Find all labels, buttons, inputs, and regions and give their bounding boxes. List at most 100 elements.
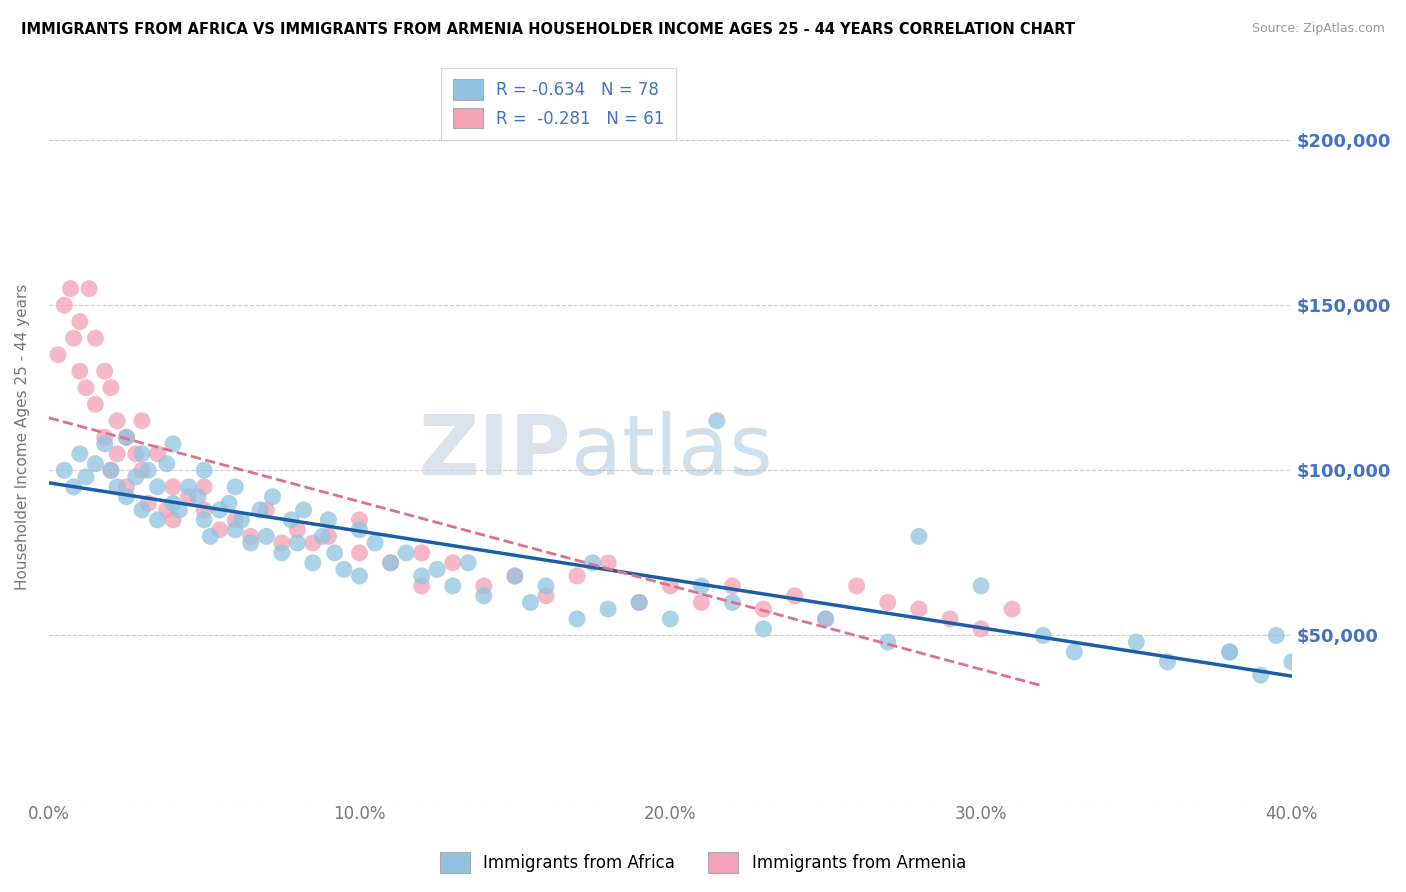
Point	[193, 503, 215, 517]
Point	[752, 622, 775, 636]
Y-axis label: Householder Income Ages 25 - 44 years: Householder Income Ages 25 - 44 years	[15, 284, 30, 591]
Text: IMMIGRANTS FROM AFRICA VS IMMIGRANTS FROM ARMENIA HOUSEHOLDER INCOME AGES 25 - 4: IMMIGRANTS FROM AFRICA VS IMMIGRANTS FRO…	[21, 22, 1076, 37]
Point	[939, 612, 962, 626]
Point	[628, 595, 651, 609]
Point	[162, 480, 184, 494]
Point	[441, 556, 464, 570]
Point	[598, 556, 620, 570]
Point	[285, 523, 308, 537]
Point	[411, 546, 433, 560]
Point	[193, 463, 215, 477]
Point	[659, 579, 682, 593]
Point	[519, 595, 541, 609]
Point	[876, 595, 898, 609]
Point	[115, 430, 138, 444]
Point	[249, 503, 271, 517]
Point	[208, 523, 231, 537]
Point	[239, 536, 262, 550]
Point	[146, 513, 169, 527]
Point	[426, 562, 449, 576]
Point	[100, 381, 122, 395]
Point	[441, 579, 464, 593]
Point	[93, 364, 115, 378]
Point	[721, 595, 744, 609]
Point	[876, 635, 898, 649]
Text: ZIP: ZIP	[419, 411, 571, 492]
Point	[177, 490, 200, 504]
Point	[1250, 668, 1272, 682]
Point	[472, 589, 495, 603]
Point	[84, 457, 107, 471]
Point	[193, 480, 215, 494]
Point	[62, 331, 84, 345]
Point	[162, 496, 184, 510]
Point	[156, 503, 179, 517]
Point	[208, 503, 231, 517]
Point	[1219, 645, 1241, 659]
Point	[534, 589, 557, 603]
Point	[115, 490, 138, 504]
Point	[1281, 655, 1303, 669]
Point	[411, 569, 433, 583]
Point	[581, 556, 603, 570]
Point	[292, 503, 315, 517]
Point	[146, 447, 169, 461]
Point	[1125, 635, 1147, 649]
Point	[131, 503, 153, 517]
Point	[1219, 645, 1241, 659]
Point	[193, 513, 215, 527]
Point	[783, 589, 806, 603]
Point	[131, 414, 153, 428]
Point	[598, 602, 620, 616]
Point	[46, 348, 69, 362]
Point	[105, 447, 128, 461]
Point	[690, 595, 713, 609]
Point	[84, 397, 107, 411]
Point	[136, 496, 159, 510]
Point	[472, 579, 495, 593]
Point	[224, 513, 246, 527]
Point	[302, 556, 325, 570]
Point	[814, 612, 837, 626]
Point	[75, 470, 97, 484]
Point	[162, 437, 184, 451]
Point	[814, 612, 837, 626]
Point	[270, 536, 292, 550]
Point	[69, 364, 91, 378]
Point	[349, 523, 371, 537]
Point	[200, 529, 222, 543]
Point	[302, 536, 325, 550]
Point	[187, 490, 209, 504]
Point	[285, 536, 308, 550]
Point	[53, 463, 76, 477]
Legend: R = -0.634   N = 78, R =  -0.281   N = 61: R = -0.634 N = 78, R = -0.281 N = 61	[441, 68, 676, 140]
Point	[908, 602, 931, 616]
Point	[177, 480, 200, 494]
Point	[1063, 645, 1085, 659]
Point	[628, 595, 651, 609]
Point	[146, 480, 169, 494]
Point	[349, 513, 371, 527]
Point	[69, 447, 91, 461]
Point	[503, 569, 526, 583]
Point	[131, 463, 153, 477]
Point	[503, 569, 526, 583]
Point	[84, 331, 107, 345]
Point	[115, 430, 138, 444]
Point	[75, 381, 97, 395]
Point	[115, 480, 138, 494]
Point	[380, 556, 402, 570]
Point	[349, 546, 371, 560]
Point	[254, 503, 277, 517]
Point	[970, 622, 993, 636]
Point	[62, 480, 84, 494]
Point	[395, 546, 418, 560]
Point	[93, 437, 115, 451]
Point	[280, 513, 302, 527]
Point	[380, 556, 402, 570]
Text: Source: ZipAtlas.com: Source: ZipAtlas.com	[1251, 22, 1385, 36]
Point	[411, 579, 433, 593]
Point	[659, 612, 682, 626]
Point	[1156, 655, 1178, 669]
Point	[105, 414, 128, 428]
